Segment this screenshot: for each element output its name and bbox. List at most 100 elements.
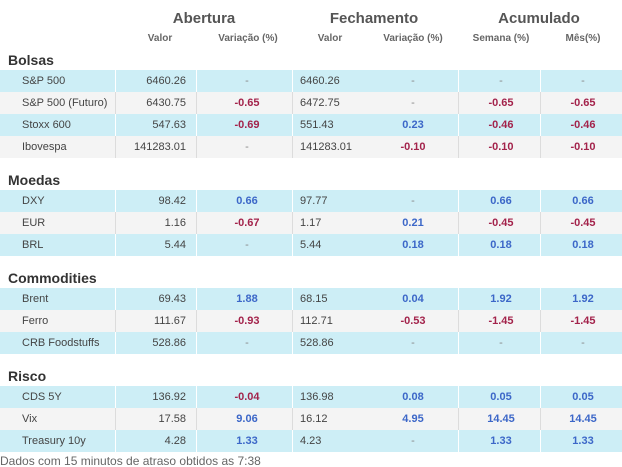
column-divider	[292, 234, 293, 256]
column-divider	[115, 136, 116, 158]
cell-month: -	[581, 75, 585, 87]
cell-close-variation: 0.08	[402, 391, 424, 403]
table-row: Treasury 10y 4.28 1.33 4.23 - 1.33 1.33	[0, 430, 622, 452]
cell-week: 1.92	[490, 293, 512, 305]
column-divider	[540, 212, 541, 234]
cell-close-variation: 4.95	[402, 413, 424, 425]
cell-close-value: 5.44	[300, 239, 322, 251]
cell-close-value: 6472.75	[300, 97, 340, 109]
cell-close-value: 141283.01	[300, 141, 352, 153]
cell-open-variation: -	[245, 337, 249, 349]
cell-open-variation: 1.33	[236, 435, 258, 447]
column-divider	[115, 212, 116, 234]
cell-week: -0.10	[488, 141, 514, 153]
cell-open-value: 136.92	[152, 391, 186, 403]
column-divider	[540, 386, 541, 408]
cell-month: 1.92	[572, 293, 594, 305]
cell-open-variation: 9.06	[236, 413, 258, 425]
column-divider	[292, 386, 293, 408]
column-divider	[115, 288, 116, 310]
cell-open-variation: 1.88	[236, 293, 258, 305]
cell-close-value: 16.12	[300, 413, 328, 425]
column-divider	[196, 386, 197, 408]
column-divider	[115, 332, 116, 354]
column-divider	[115, 70, 116, 92]
column-divider	[115, 114, 116, 136]
column-divider	[196, 332, 197, 354]
cell-week: -0.45	[488, 217, 514, 229]
cell-week: -0.46	[488, 119, 514, 131]
column-divider	[458, 408, 459, 430]
cell-week: -	[499, 337, 503, 349]
cell-close-value: 551.43	[300, 119, 334, 131]
cell-month: -1.45	[570, 315, 596, 327]
column-divider	[540, 332, 541, 354]
column-divider	[292, 430, 293, 452]
subheader-valor-fechamento: Valor	[317, 33, 343, 44]
cell-close-value: 97.77	[300, 195, 328, 207]
column-divider	[196, 136, 197, 158]
cell-name: Brent	[22, 293, 49, 305]
column-divider	[540, 288, 541, 310]
column-divider	[540, 70, 541, 92]
column-divider	[115, 92, 116, 114]
cell-open-variation: -	[245, 141, 249, 153]
column-divider	[540, 92, 541, 114]
section-title: Risco	[8, 368, 47, 384]
cell-month: 14.45	[569, 413, 597, 425]
section-title: Bolsas	[8, 52, 54, 68]
table-row: CDS 5Y 136.92 -0.04 136.98 0.08 0.05 0.05	[0, 386, 622, 408]
cell-week: 0.18	[490, 239, 512, 251]
section-title: Commodities	[8, 270, 97, 286]
subheader-semana: Semana (%)	[472, 33, 530, 44]
column-divider	[196, 430, 197, 452]
cell-open-variation: -0.93	[234, 315, 260, 327]
cell-close-variation: 0.23	[402, 119, 424, 131]
cell-close-variation: 0.04	[402, 293, 424, 305]
column-divider	[292, 92, 293, 114]
cell-name: DXY	[22, 195, 45, 207]
column-divider	[292, 190, 293, 212]
column-divider	[458, 92, 459, 114]
cell-week: -0.65	[488, 97, 514, 109]
column-divider	[458, 70, 459, 92]
cell-close-value: 112.71	[300, 315, 333, 327]
cell-name: Ibovespa	[22, 141, 67, 153]
cell-month: -0.45	[570, 217, 596, 229]
cell-name: BRL	[22, 239, 44, 251]
table-row: BRL 5.44 - 5.44 0.18 0.18 0.18	[0, 234, 622, 256]
cell-name: Ferro	[22, 315, 49, 327]
cell-close-variation: -	[411, 435, 415, 447]
cell-open-value: 111.67	[153, 315, 186, 327]
column-divider	[115, 310, 116, 332]
column-divider	[292, 310, 293, 332]
subheader-variacao-fechamento: Variação (%)	[383, 33, 443, 44]
column-divider	[458, 234, 459, 256]
column-divider	[540, 234, 541, 256]
cell-name: S&P 500	[22, 75, 66, 87]
column-divider	[458, 386, 459, 408]
column-divider	[196, 70, 197, 92]
cell-open-value: 141283.01	[134, 141, 186, 153]
cell-close-variation: -	[411, 195, 415, 207]
column-divider	[196, 288, 197, 310]
column-divider	[458, 114, 459, 136]
cell-open-value: 547.63	[152, 119, 186, 131]
cell-month: 0.18	[572, 239, 594, 251]
column-divider	[196, 190, 197, 212]
cell-close-value: 68.15	[300, 293, 328, 305]
cell-month: -0.46	[570, 119, 596, 131]
cell-close-value: 528.86	[300, 337, 334, 349]
column-divider	[196, 92, 197, 114]
cell-open-value: 6460.26	[146, 75, 186, 87]
subheader-variacao-abertura: Variação (%)	[218, 33, 278, 44]
cell-name: S&P 500 (Futuro)	[22, 97, 108, 109]
table-row: Ibovespa 141283.01 - 141283.01 -0.10 -0.10 -0.…	[0, 136, 622, 158]
column-divider	[115, 430, 116, 452]
header-abertura: Abertura	[172, 10, 236, 27]
cell-open-value: 4.28	[164, 435, 186, 447]
header-fechamento: Fechamento	[329, 10, 419, 27]
cell-month: -0.65	[570, 97, 596, 109]
cell-month: 0.05	[572, 391, 594, 403]
table-row: EUR 1.16 -0.67 1.17 0.21 -0.45 -0.45	[0, 212, 622, 234]
